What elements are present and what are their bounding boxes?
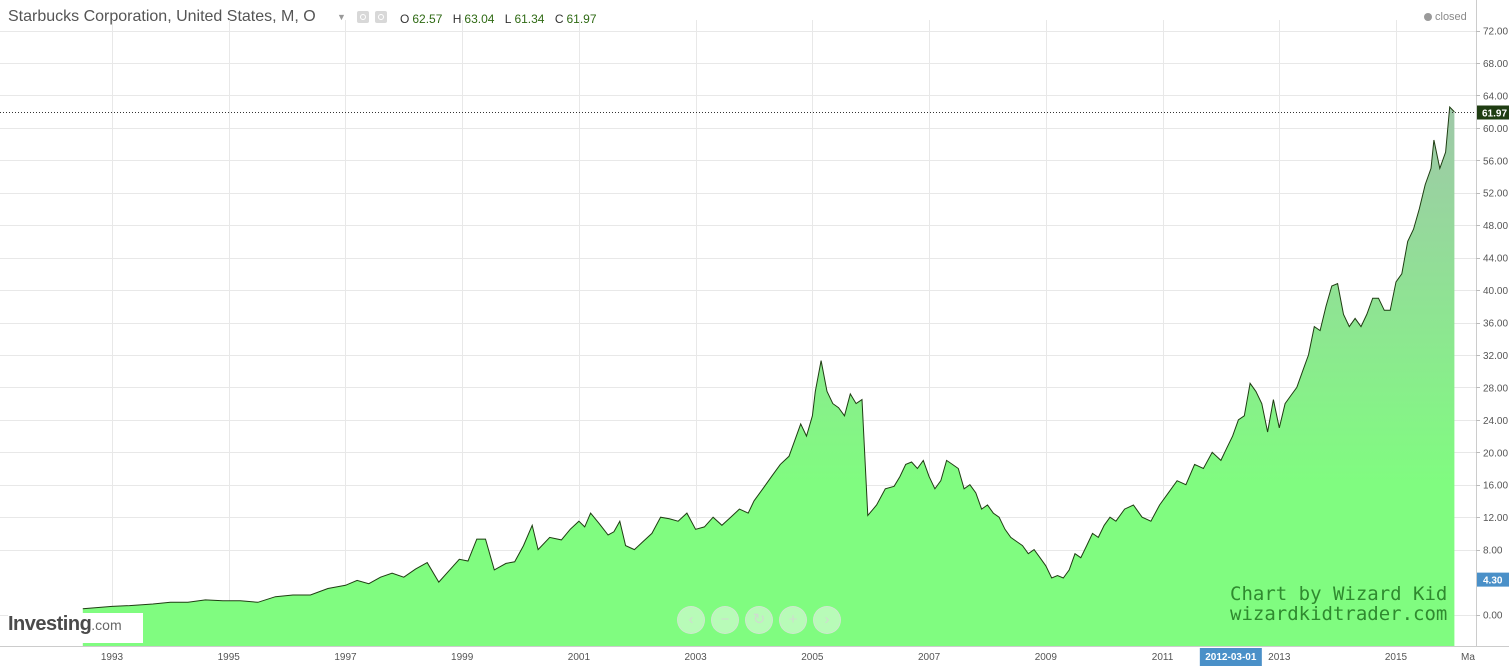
x-tick-label: 1993 bbox=[101, 652, 124, 663]
x-tick-label: 2015 bbox=[1385, 652, 1408, 663]
ohlc-open-label: O bbox=[400, 12, 410, 26]
reset-icon[interactable]: ↻ bbox=[745, 606, 773, 634]
x-tick-label: 2013 bbox=[1268, 652, 1291, 663]
logo-wordmark: Investing bbox=[8, 613, 92, 635]
investing-logo[interactable]: Investing.com bbox=[8, 613, 143, 643]
x-tick-label: 2001 bbox=[568, 652, 591, 663]
y-tick-label: 44.00 bbox=[1483, 254, 1508, 265]
x-tick-label: 2009 bbox=[1035, 652, 1058, 663]
chart-title[interactable]: Starbucks Corporation, United States, M,… bbox=[8, 8, 316, 25]
x-edge-label: Ma bbox=[1461, 652, 1475, 663]
y-tick-label: 52.00 bbox=[1483, 189, 1508, 200]
y-tick-label: 56.00 bbox=[1483, 156, 1508, 167]
price-line bbox=[82, 105, 1455, 610]
watermark-line-1: Chart by Wizard Kid bbox=[1230, 583, 1448, 605]
chart-watermark: Chart by Wizard Kid wizardkidtrader.com bbox=[1230, 584, 1447, 624]
y-tick-label: 16.00 bbox=[1483, 481, 1508, 492]
chevron-right-icon[interactable]: › bbox=[813, 606, 841, 634]
last-price-tag-bg bbox=[1477, 105, 1509, 120]
ohlc-low-label: L bbox=[504, 12, 512, 26]
zoom-in-icon[interactable]: + bbox=[779, 606, 807, 634]
y-tick-label: 72.00 bbox=[1483, 27, 1508, 38]
y-tick-label: 60.00 bbox=[1483, 124, 1508, 135]
last-price-tag-label: 61.97 bbox=[1482, 109, 1507, 120]
ohlc-high-label: H bbox=[452, 12, 462, 26]
ohlc-readout: O 62.57 H 63.04 L 61.34 C 61.97 bbox=[400, 12, 604, 26]
y-tick-label: 20.00 bbox=[1483, 448, 1508, 459]
marked-low-tag-label: 4.30 bbox=[1483, 576, 1503, 587]
options-icon[interactable] bbox=[375, 11, 387, 23]
price-area-fill bbox=[82, 107, 1455, 646]
ohlc-close-value: 61.97 bbox=[566, 12, 597, 26]
x-tick-label: 2003 bbox=[685, 652, 708, 663]
y-tick-label: 68.00 bbox=[1483, 59, 1508, 70]
ohlc-high-value: 63.04 bbox=[464, 12, 495, 26]
x-tick-label: 1999 bbox=[451, 652, 474, 663]
ohlc-open-value: 62.57 bbox=[412, 12, 443, 26]
y-tick-label: 64.00 bbox=[1483, 91, 1508, 102]
x-tick-label: 2005 bbox=[801, 652, 824, 663]
y-tick-label: 24.00 bbox=[1483, 416, 1508, 427]
market-status-label: closed bbox=[1435, 11, 1467, 23]
marked-low-tag-bg bbox=[1477, 572, 1509, 587]
crosshair-date-tag-bg bbox=[1199, 648, 1262, 666]
y-tick-label: 48.00 bbox=[1483, 221, 1508, 232]
y-tick-label: 12.00 bbox=[1483, 513, 1508, 524]
y-tick-label: 28.00 bbox=[1483, 383, 1508, 394]
x-tick-label: 2011 bbox=[1152, 652, 1174, 663]
watermark-line-2: wizardkidtrader.com bbox=[1230, 603, 1448, 625]
status-dot-icon bbox=[1424, 13, 1432, 21]
title-dropdown-icon[interactable]: ▼ bbox=[337, 12, 346, 22]
y-tick-label: 40.00 bbox=[1483, 286, 1508, 297]
price-area-series bbox=[82, 105, 1455, 646]
chart-header: Starbucks Corporation, United States, M,… bbox=[0, 0, 1470, 34]
chevron-left-icon[interactable]: ‹ bbox=[677, 606, 705, 634]
y-tick-label: 32.00 bbox=[1483, 351, 1508, 362]
logo-suffix: .com bbox=[91, 617, 122, 633]
x-tick-label: 1995 bbox=[218, 652, 241, 663]
zoom-out-icon[interactable]: − bbox=[711, 606, 739, 634]
ohlc-low-value: 61.34 bbox=[514, 12, 545, 26]
y-tick-label: 8.00 bbox=[1483, 546, 1503, 557]
ohlc-close-label: C bbox=[554, 12, 564, 26]
x-tick-label: 2007 bbox=[918, 652, 941, 663]
y-tick-label: 0.00 bbox=[1483, 611, 1503, 622]
crosshair-date-label: 2012-03-01 bbox=[1205, 652, 1257, 663]
settings-icon[interactable] bbox=[357, 11, 369, 23]
market-status: closed bbox=[1424, 11, 1467, 23]
x-tick-label: 1997 bbox=[334, 652, 357, 663]
y-tick-label: 36.00 bbox=[1483, 319, 1508, 330]
